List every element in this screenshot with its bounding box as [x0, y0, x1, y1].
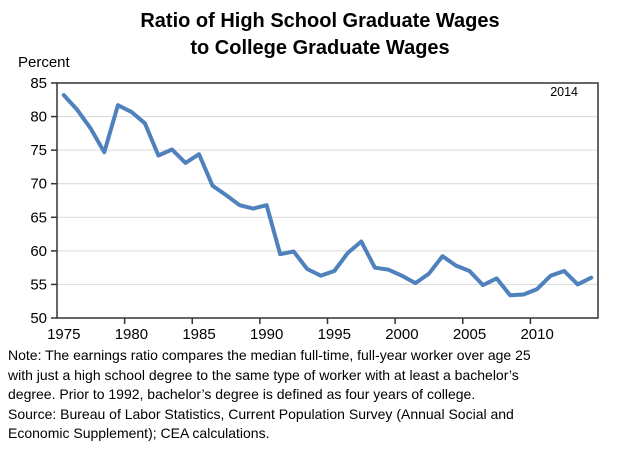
last-year-annotation: 2014 — [550, 85, 578, 99]
note-line: Economic Supplement); CEA calculations. — [8, 425, 270, 441]
y-tick-label: 55 — [30, 276, 47, 293]
x-tick-label: 1990 — [250, 326, 283, 343]
y-tick-label: 65 — [30, 209, 47, 226]
y-tick-label: 60 — [30, 243, 47, 260]
x-tick-label: 1975 — [47, 326, 80, 343]
chart-notes: Note: The earnings ratio compares the me… — [8, 346, 632, 444]
x-tick-label: 2005 — [453, 326, 486, 343]
x-tick-label: 1980 — [115, 326, 148, 343]
y-tick-label: 80 — [30, 109, 47, 126]
y-tick-label: 75 — [30, 142, 47, 159]
x-tick-label: 1995 — [318, 326, 351, 343]
y-tick-label: 85 — [30, 75, 47, 92]
note-line: Source: Bureau of Labor Statistics, Curr… — [8, 405, 514, 422]
note-line: with just a high school degree to the sa… — [8, 366, 519, 383]
wage-ratio-line — [61, 93, 594, 298]
note-line: degree. Prior to 1992, bachelor’s degree… — [8, 386, 476, 402]
chart-svg: 50 55 60 65 70 75 80 85 1975 1980 1985 1990 1995 2000… — [30, 75, 599, 343]
chart-title: Ratio of High School Graduate Wages to C… — [0, 8, 640, 62]
chart-title-line1: Ratio of High School Graduate Wages — [140, 10, 500, 32]
x-tick-label: 2000 — [385, 326, 418, 343]
y-tick-label: 70 — [30, 176, 47, 193]
x-tick-label: 2010 — [520, 326, 553, 343]
note-line: Note: The earnings ratio compares the me… — [8, 347, 531, 363]
y-tick-label: 50 — [30, 310, 47, 327]
y-axis-unit-label: Percent — [18, 54, 70, 71]
chart-title-line2: to College Graduate Wages — [190, 37, 450, 59]
x-tick-label: 1985 — [182, 326, 215, 343]
